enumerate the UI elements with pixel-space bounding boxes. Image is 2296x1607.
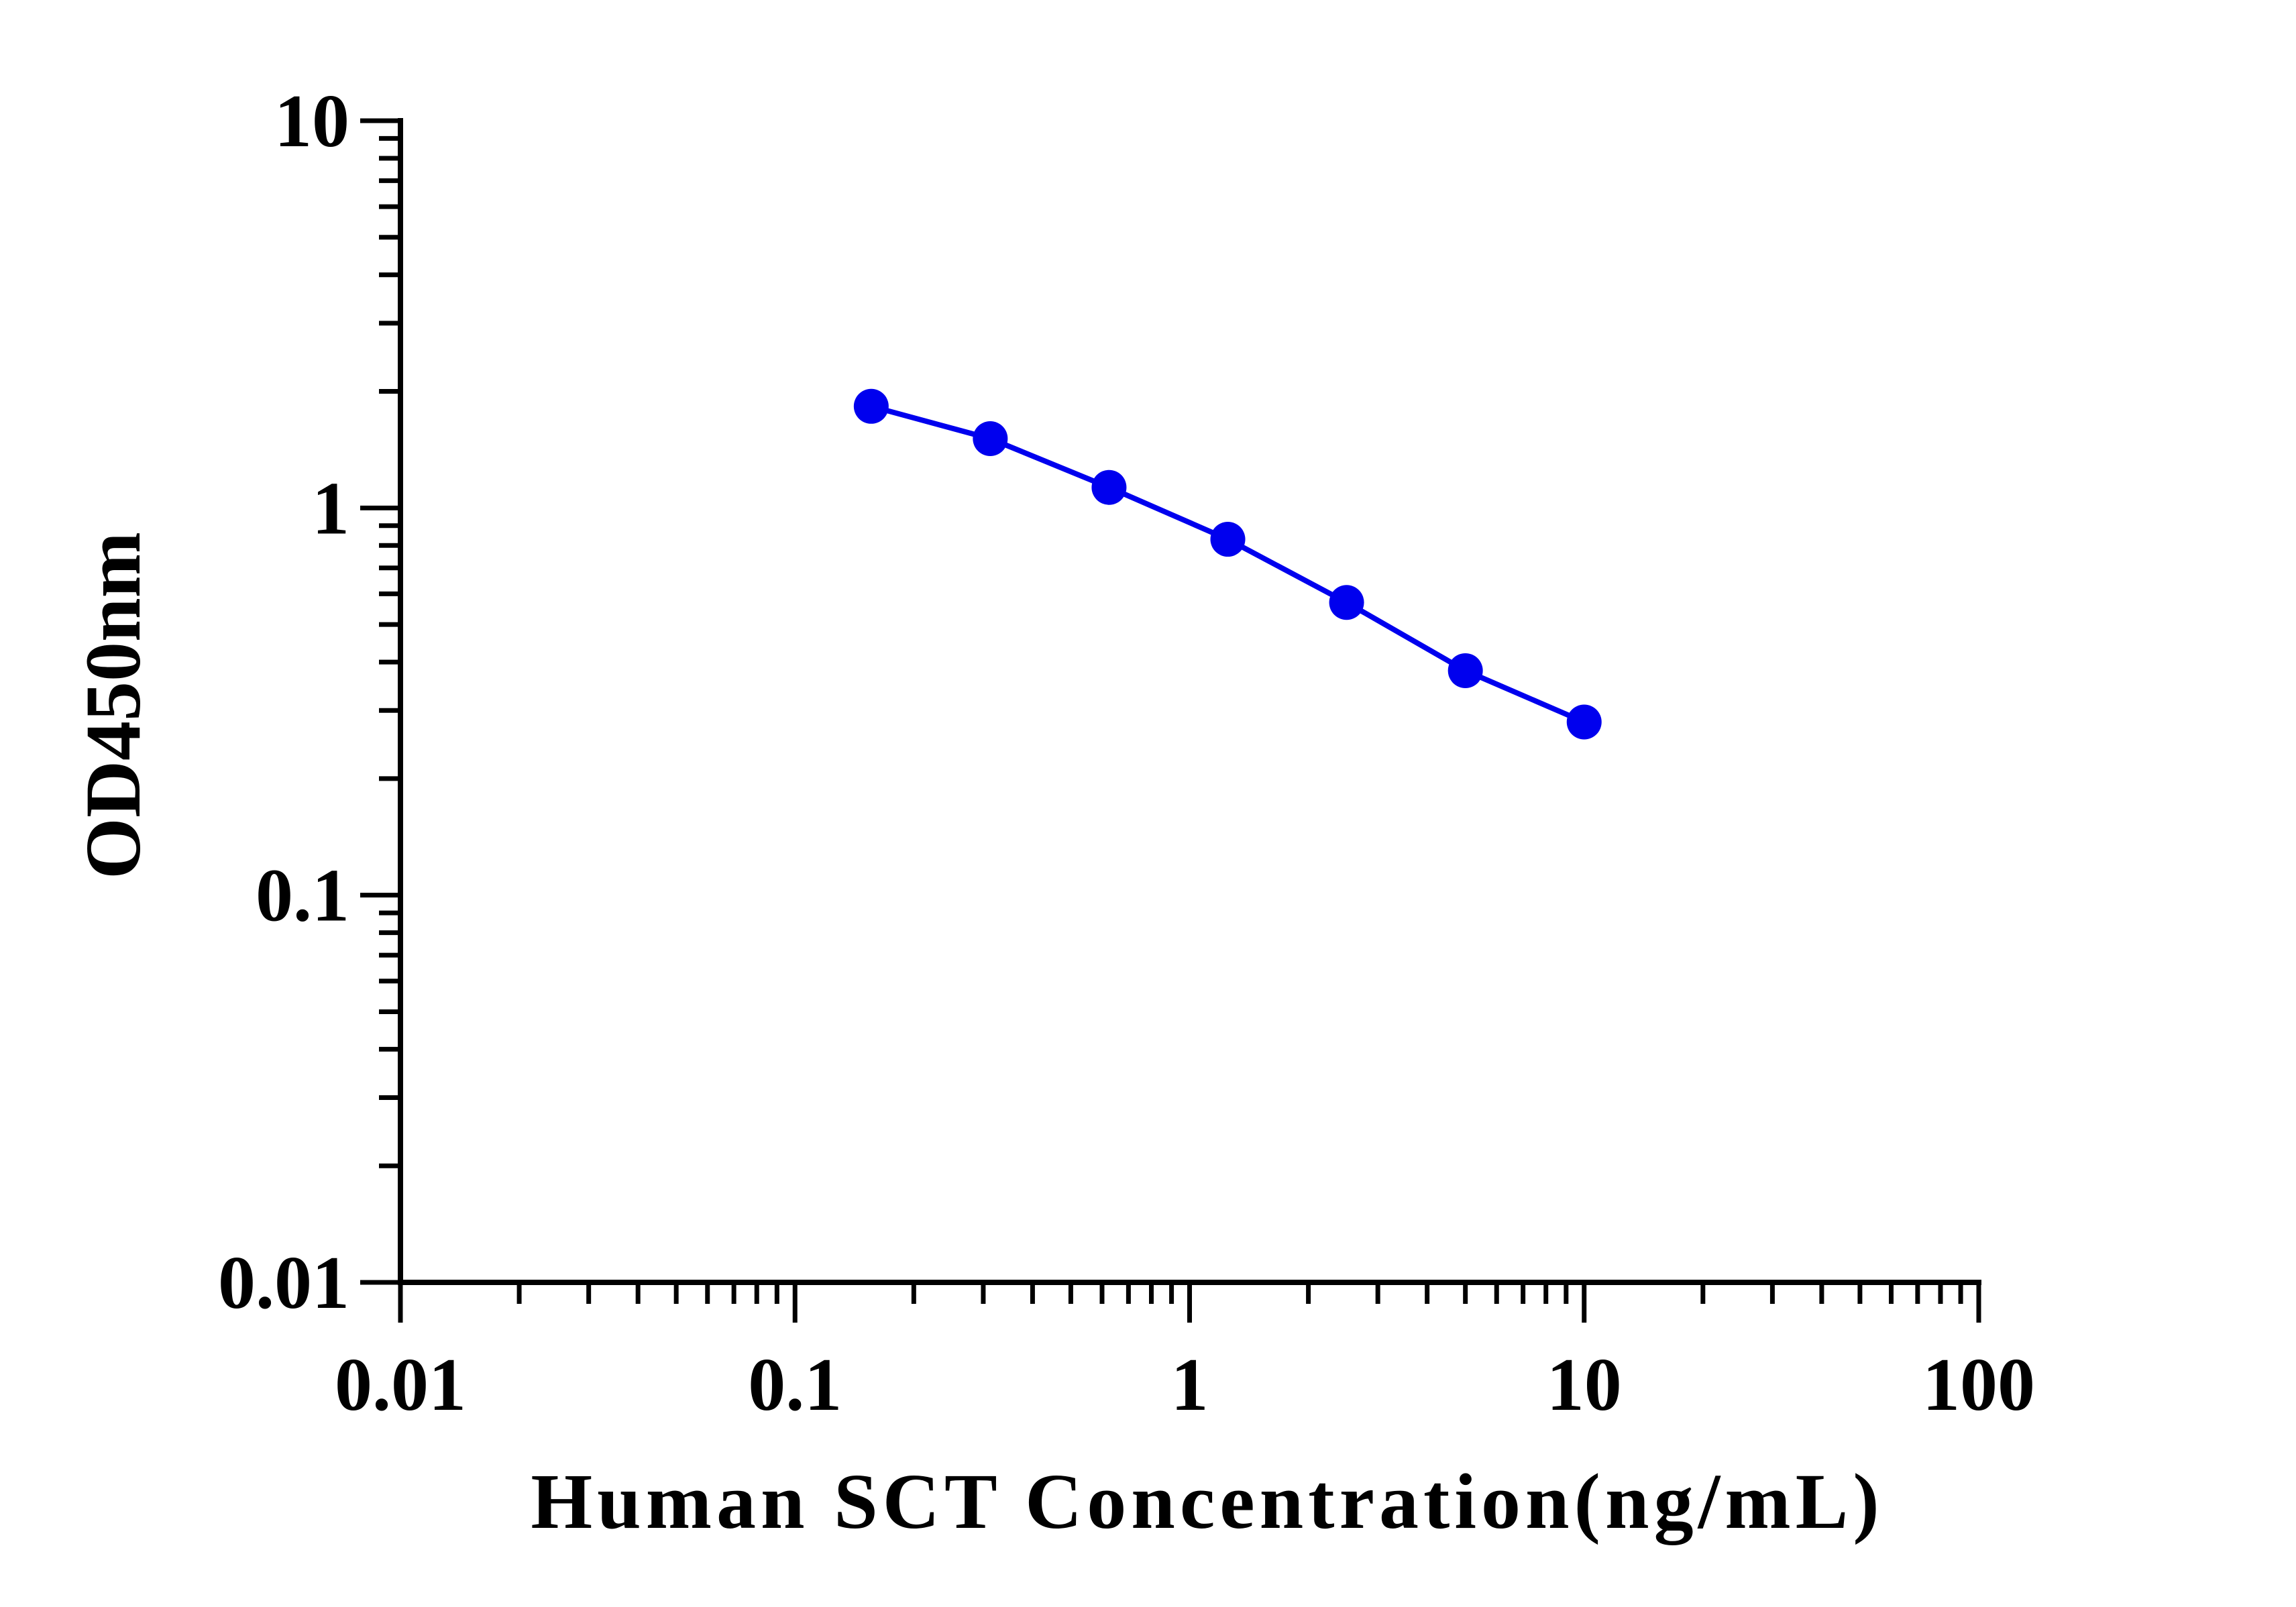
x-axis-title: Human SCT Concentration(ng/mL) <box>531 1457 1883 1545</box>
y-tick-label: 10 <box>274 80 349 163</box>
x-tick-label: 0.1 <box>748 1343 842 1427</box>
y-tick-label: 0.01 <box>218 1241 349 1325</box>
tick-marks <box>360 118 1981 1323</box>
y-tick-label: 1 <box>312 467 349 550</box>
data-point <box>1210 522 1246 557</box>
data-series <box>853 388 1602 740</box>
data-point <box>1447 653 1483 688</box>
x-tick-label: 100 <box>1922 1343 2035 1427</box>
x-tick-label: 1 <box>1171 1343 1209 1427</box>
tick-labels: 0.01 0.1 1 10 100 0.01 0.1 1 10 <box>218 80 2035 1427</box>
x-tick-label: 0.01 <box>335 1343 466 1427</box>
data-point <box>973 421 1008 457</box>
y-axis-title: OD450nm <box>69 532 157 879</box>
data-point <box>1329 585 1364 620</box>
y-tick-label: 0.1 <box>256 854 349 938</box>
x-tick-label: 10 <box>1547 1343 1622 1427</box>
axes <box>398 118 1981 1285</box>
data-point <box>1566 704 1602 740</box>
data-point <box>853 388 889 424</box>
data-point <box>1091 469 1127 505</box>
